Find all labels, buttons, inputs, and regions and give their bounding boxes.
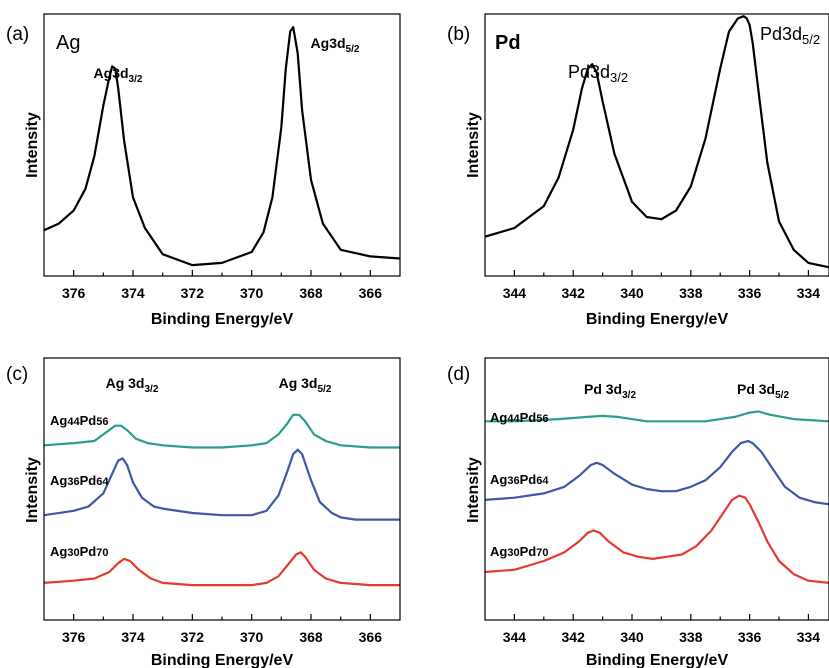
series-line-1: [485, 15, 829, 269]
element-label: Ag: [56, 32, 80, 54]
series-label-2: Ag36Pd64: [50, 473, 109, 488]
panel-letter: (b): [447, 24, 470, 45]
panel-b: (b) 344 342 340 338 336 334 Binding Energy/eV In…: [447, 13, 829, 328]
plot-frame: [43, 357, 401, 621]
x-tick-label: 370: [240, 285, 264, 301]
x-tick-label: 340: [620, 629, 644, 645]
x-tick-label: 366: [359, 629, 383, 645]
x-tick-label: 344: [503, 629, 527, 645]
x-tick-label: 368: [299, 285, 323, 301]
peak-label-3-2: Pd3d3/2: [568, 62, 628, 85]
series-label-3: Ag30Pd70: [490, 544, 548, 559]
y-axis-title: Intensity: [24, 457, 41, 523]
x-axis-title: Binding Energy/eV: [586, 652, 729, 668]
x-tick-label: 334: [797, 285, 821, 301]
x-axis-title: Binding Energy/eV: [151, 311, 294, 328]
y-axis-title: Intensity: [24, 112, 41, 178]
x-tick-label: 376: [62, 285, 86, 301]
plot-frame: [484, 13, 829, 277]
element-label: Pd: [495, 32, 521, 54]
x-tick-label: 342: [562, 285, 586, 301]
x-tick-label: 344: [503, 285, 527, 301]
series-label-3: Ag30Pd70: [50, 544, 108, 559]
peak-label-5-2: Ag3d5/2: [311, 35, 360, 55]
series-label-1: Ag44Pd56: [50, 413, 108, 428]
plot-frame: [484, 357, 829, 621]
panel-c: (c) 376 374 372 370 368 366 Binding Energy/eV In…: [6, 357, 401, 668]
x-tick-label: 342: [562, 629, 586, 645]
x-tick-label: 340: [620, 285, 644, 301]
x-tick-label: 334: [797, 629, 821, 645]
peak-label-3-2: Ag 3d3/2: [106, 375, 159, 395]
series-line-1: [44, 26, 400, 267]
series-line-3: [485, 494, 829, 584]
y-axis-title: Intensity: [465, 112, 482, 178]
panel-d: (d) 344 342 340 338 336 334 Binding Energy/eV In…: [447, 357, 829, 668]
series-line-2: [485, 439, 829, 506]
x-tick-label: 374: [121, 629, 145, 645]
x-tick-label: 370: [240, 629, 264, 645]
x-tick-label: 368: [299, 629, 323, 645]
y-axis-title: Intensity: [465, 457, 482, 523]
series-label-2: Ag36Pd64: [490, 472, 549, 487]
series-label-1: Ag44Pd56: [490, 410, 548, 425]
panel-letter: (a): [6, 24, 29, 45]
x-axis-title: Binding Energy/eV: [151, 652, 294, 668]
panel-letter: (c): [6, 364, 28, 385]
x-tick-label: 336: [738, 285, 762, 301]
x-tick-label: 336: [738, 629, 762, 645]
x-tick-label: 374: [121, 285, 145, 301]
peak-label-5-2: Pd3d5/2: [760, 24, 820, 47]
x-tick-label: 372: [181, 629, 205, 645]
peak-label-3-2: Pd 3d3/2: [584, 381, 636, 401]
x-tick-label: 372: [181, 285, 205, 301]
peak-label-3-2: Ag3d3/2: [94, 65, 143, 85]
x-axis-title: Binding Energy/eV: [586, 311, 729, 328]
series-line-1: [485, 410, 829, 423]
series-line-3: [44, 551, 400, 587]
peak-label-5-2: Pd 3d5/2: [737, 381, 789, 401]
panel-a: (a) 376 374 372 370 368 366 Binding Energy/eV In…: [6, 13, 401, 328]
x-tick-label: 338: [679, 285, 703, 301]
series-line-1: [44, 413, 400, 449]
x-tick-label: 338: [679, 629, 703, 645]
x-tick-label: 376: [62, 629, 86, 645]
peak-label-5-2: Ag 3d5/2: [279, 375, 332, 395]
x-tick-label: 366: [359, 285, 383, 301]
series-line-2: [44, 448, 400, 521]
panel-letter: (d): [447, 364, 470, 385]
